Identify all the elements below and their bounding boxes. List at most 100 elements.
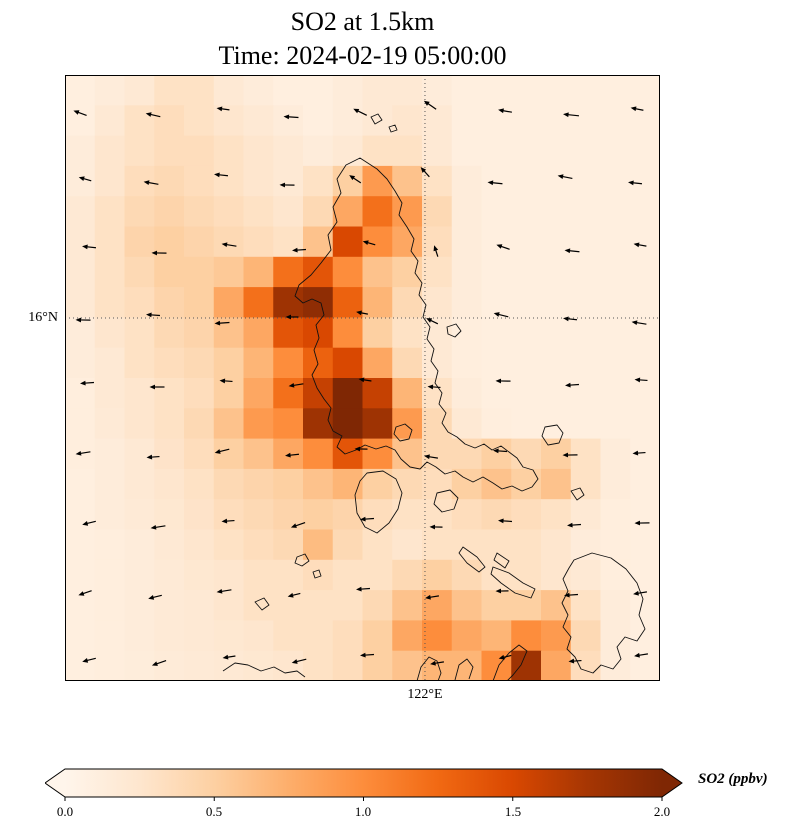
wind-arrow-icon [288, 382, 304, 388]
chart-title: SO2 at 1.5km [290, 7, 435, 36]
wind-arrow-icon [563, 112, 580, 118]
map-plot [65, 75, 660, 681]
wind-arrow-icon [634, 652, 649, 658]
wind-arrow-icon [565, 382, 580, 388]
wind-arrow-icon [279, 182, 295, 188]
wind-arrow-icon [360, 516, 375, 522]
wind-quiver-layer [73, 100, 650, 666]
wind-arrow-icon [498, 108, 512, 114]
colorbar-canvas [44, 768, 683, 801]
wind-arrow-icon [73, 110, 87, 116]
coastline-layer [222, 113, 646, 681]
wind-arrow-icon [634, 520, 650, 526]
wind-arrow-icon [634, 377, 648, 383]
wind-arrow-icon [429, 524, 443, 530]
colorbar [44, 768, 685, 802]
wind-arrow-icon [557, 174, 573, 180]
wind-arrow-icon [353, 108, 368, 116]
wind-arrow-icon [562, 452, 578, 458]
wind-arrow-icon [292, 247, 307, 253]
wind-arrow-icon [216, 588, 232, 594]
wind-arrow-icon [568, 658, 582, 664]
wind-arrow-icon [75, 450, 91, 456]
wind-arrow-icon [151, 659, 167, 666]
colorbar-tick-3: 1.5 [504, 804, 522, 819]
wind-arrow-icon [222, 654, 236, 660]
wind-arrow-icon [633, 242, 647, 248]
wind-arrow-icon [287, 592, 301, 598]
wind-arrow-icon [487, 180, 503, 186]
wind-arrow-icon [426, 318, 439, 325]
colorbar-tick-4: 2.0 [653, 804, 671, 819]
wind-arrow-icon [356, 586, 371, 592]
wind-arrow-icon [80, 380, 95, 386]
colorbar-label: SO2 (ppbv) [698, 771, 768, 787]
wind-arrow-icon [423, 100, 437, 110]
chart-subtitle: Time: 2024-02-19 05:00:00 [218, 41, 507, 70]
wind-arrow-icon [214, 320, 230, 326]
wind-arrow-icon [495, 378, 511, 384]
wind-arrow-icon [78, 176, 92, 182]
colorbar-tick-1: 0.5 [205, 804, 223, 819]
plot-border [65, 75, 660, 681]
wind-arrow-icon [143, 180, 159, 186]
wind-arrow-icon [567, 522, 582, 528]
wind-arrow-icon [75, 317, 91, 323]
wind-arrow-icon [354, 446, 368, 452]
wind-arrow-icon [214, 172, 229, 178]
map-canvas [65, 75, 660, 681]
wind-arrow-icon [493, 448, 508, 454]
wind-arrow-icon [221, 518, 235, 524]
wind-arrow-icon [498, 518, 513, 524]
wind-arrow-icon [349, 175, 362, 184]
wind-arrow-icon [427, 384, 441, 390]
wind-arrow-icon [285, 452, 300, 458]
wind-arrow-icon [628, 180, 643, 186]
wind-arrow-icon [146, 454, 160, 460]
wind-arrow-icon [290, 521, 306, 528]
wind-arrow-icon [424, 454, 439, 460]
colorbar-ticks: 0.0 0.5 1.0 1.5 2.0 [45, 804, 685, 822]
colorbar-tick-0: 0.0 [56, 804, 74, 819]
colorbar-under-arrow [45, 769, 65, 797]
x-axis-tick-label: 122°E [407, 687, 443, 702]
wind-arrow-icon [496, 244, 510, 250]
wind-arrow-icon [82, 520, 96, 526]
colorbar-gradient [65, 769, 662, 797]
heatmap-layer [65, 75, 660, 681]
wind-arrow-icon [358, 377, 372, 383]
wind-arrow-icon [360, 652, 375, 658]
wind-arrow-icon [425, 594, 440, 600]
wind-arrow-icon [564, 248, 580, 254]
wind-arrow-icon [216, 106, 230, 112]
wind-arrow-icon [151, 250, 167, 256]
wind-arrow-icon [82, 657, 96, 663]
wind-arrow-icon [630, 106, 644, 112]
wind-arrow-icon [214, 448, 230, 454]
wind-arrow-icon [285, 314, 299, 320]
wind-arrow-icon [148, 594, 162, 600]
wind-arrow-icon [563, 316, 578, 322]
y-axis-tick-label: 16°N [28, 310, 58, 325]
wind-arrow-icon [564, 592, 579, 598]
wind-arrow-icon [420, 167, 430, 178]
wind-arrow-icon [146, 312, 161, 318]
wind-arrow-icon [362, 240, 376, 246]
wind-arrow-icon [433, 245, 439, 257]
wind-arrow-icon [430, 660, 445, 666]
wind-arrow-icon [633, 590, 648, 596]
wind-arrow-icon [221, 242, 237, 248]
wind-arrow-icon [493, 312, 509, 318]
wind-arrow-icon [356, 310, 369, 316]
wind-arrow-icon [495, 588, 509, 594]
wind-arrow-icon [219, 378, 233, 384]
wind-arrow-icon [150, 524, 166, 530]
wind-arrow-icon [78, 590, 92, 596]
wind-arrow-icon [631, 320, 647, 326]
wind-arrow-icon [283, 114, 299, 120]
colorbar-tick-2: 1.0 [354, 804, 372, 819]
colorbar-over-arrow [662, 769, 682, 797]
wind-arrow-icon [498, 654, 512, 660]
wind-arrow-icon [149, 384, 165, 390]
